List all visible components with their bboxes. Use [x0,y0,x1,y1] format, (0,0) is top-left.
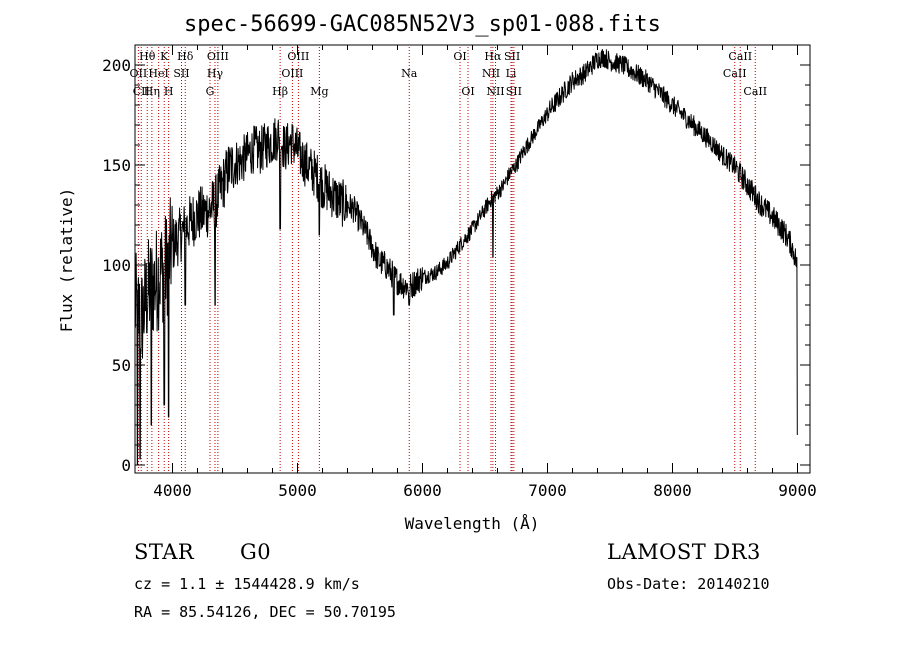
y-tick-label-4: 200 [102,56,131,75]
spectrum-series-flux [134,49,798,466]
axis-ticks: 4000 5000 6000 7000 8000 9000 0 50 100 150 200 [102,45,817,500]
line-label-22: Li [506,67,517,80]
line-label-4: HeI [148,67,168,80]
line-label-16: Na [401,67,418,80]
line-label-15: Mg [310,85,328,98]
plot-frame [134,44,811,474]
line-label-11: OIII [207,50,229,63]
x-axis-label: Wavelength (Å) [405,514,540,533]
chart-title: spec-56699-GAC085N52V3_sp01-088.fits [184,12,661,37]
line-label-27: CaII [743,85,767,98]
x-tick-label-0: 4000 [153,481,192,500]
x-tick-label-4: 8000 [653,481,692,500]
x-tick-label-1: 5000 [278,481,317,500]
line-label-14: OIII [287,50,309,63]
line-label-2: Hθ [139,50,156,63]
line-label-5: K [160,50,169,63]
line-label-1: CII [133,85,150,98]
line-label-10: Hγ [207,67,224,80]
object-subclass: G0 [240,540,272,564]
observation-date: Obs-Date: 20140210 [607,575,770,593]
line-label-0: OII [130,67,148,80]
coordinates: RA = 85.54126, DEC = 50.70195 [134,603,396,621]
line-label-7: SII [173,67,189,80]
object-class: STAR [134,540,195,564]
survey-name: LAMOST DR3 [607,540,761,564]
line-label-17: OI [453,50,466,63]
y-tick-label-2: 100 [102,256,131,275]
line-label-19: NII [482,67,500,80]
x-tick-label-3: 7000 [528,481,567,500]
y-tick-label-0: 0 [121,456,131,475]
line-label-24: SII [506,85,522,98]
line-label-3: Hη [144,85,160,98]
line-label-26: CaII [728,50,752,63]
x-tick-label-5: 9000 [778,481,817,500]
line-label-13: OIII [281,67,303,80]
spectral-line-labels: OII CII Hθ Hη HeI K H SII Hδ G Hγ OIII Hβ OIII OIII Mg N… [130,50,768,98]
line-label-21: NII [486,85,504,98]
spectral-line-markers [137,47,756,473]
line-label-6: H [164,85,174,98]
line-label-23: SII [504,50,520,63]
line-label-8: Hδ [177,50,194,63]
redshift-velocity: cz = 1.1 ± 1544428.9 km/s [134,575,360,593]
line-label-20: Hα [484,50,502,63]
y-tick-label-3: 150 [102,156,131,175]
line-label-18: OI [461,85,474,98]
y-axis-label: Flux (relative) [57,188,76,333]
line-label-9: G [206,85,215,98]
x-tick-label-2: 6000 [403,481,442,500]
y-tick-label-1: 50 [112,356,131,375]
line-label-25: CaII [723,67,747,80]
line-label-12: Hβ [272,85,288,98]
